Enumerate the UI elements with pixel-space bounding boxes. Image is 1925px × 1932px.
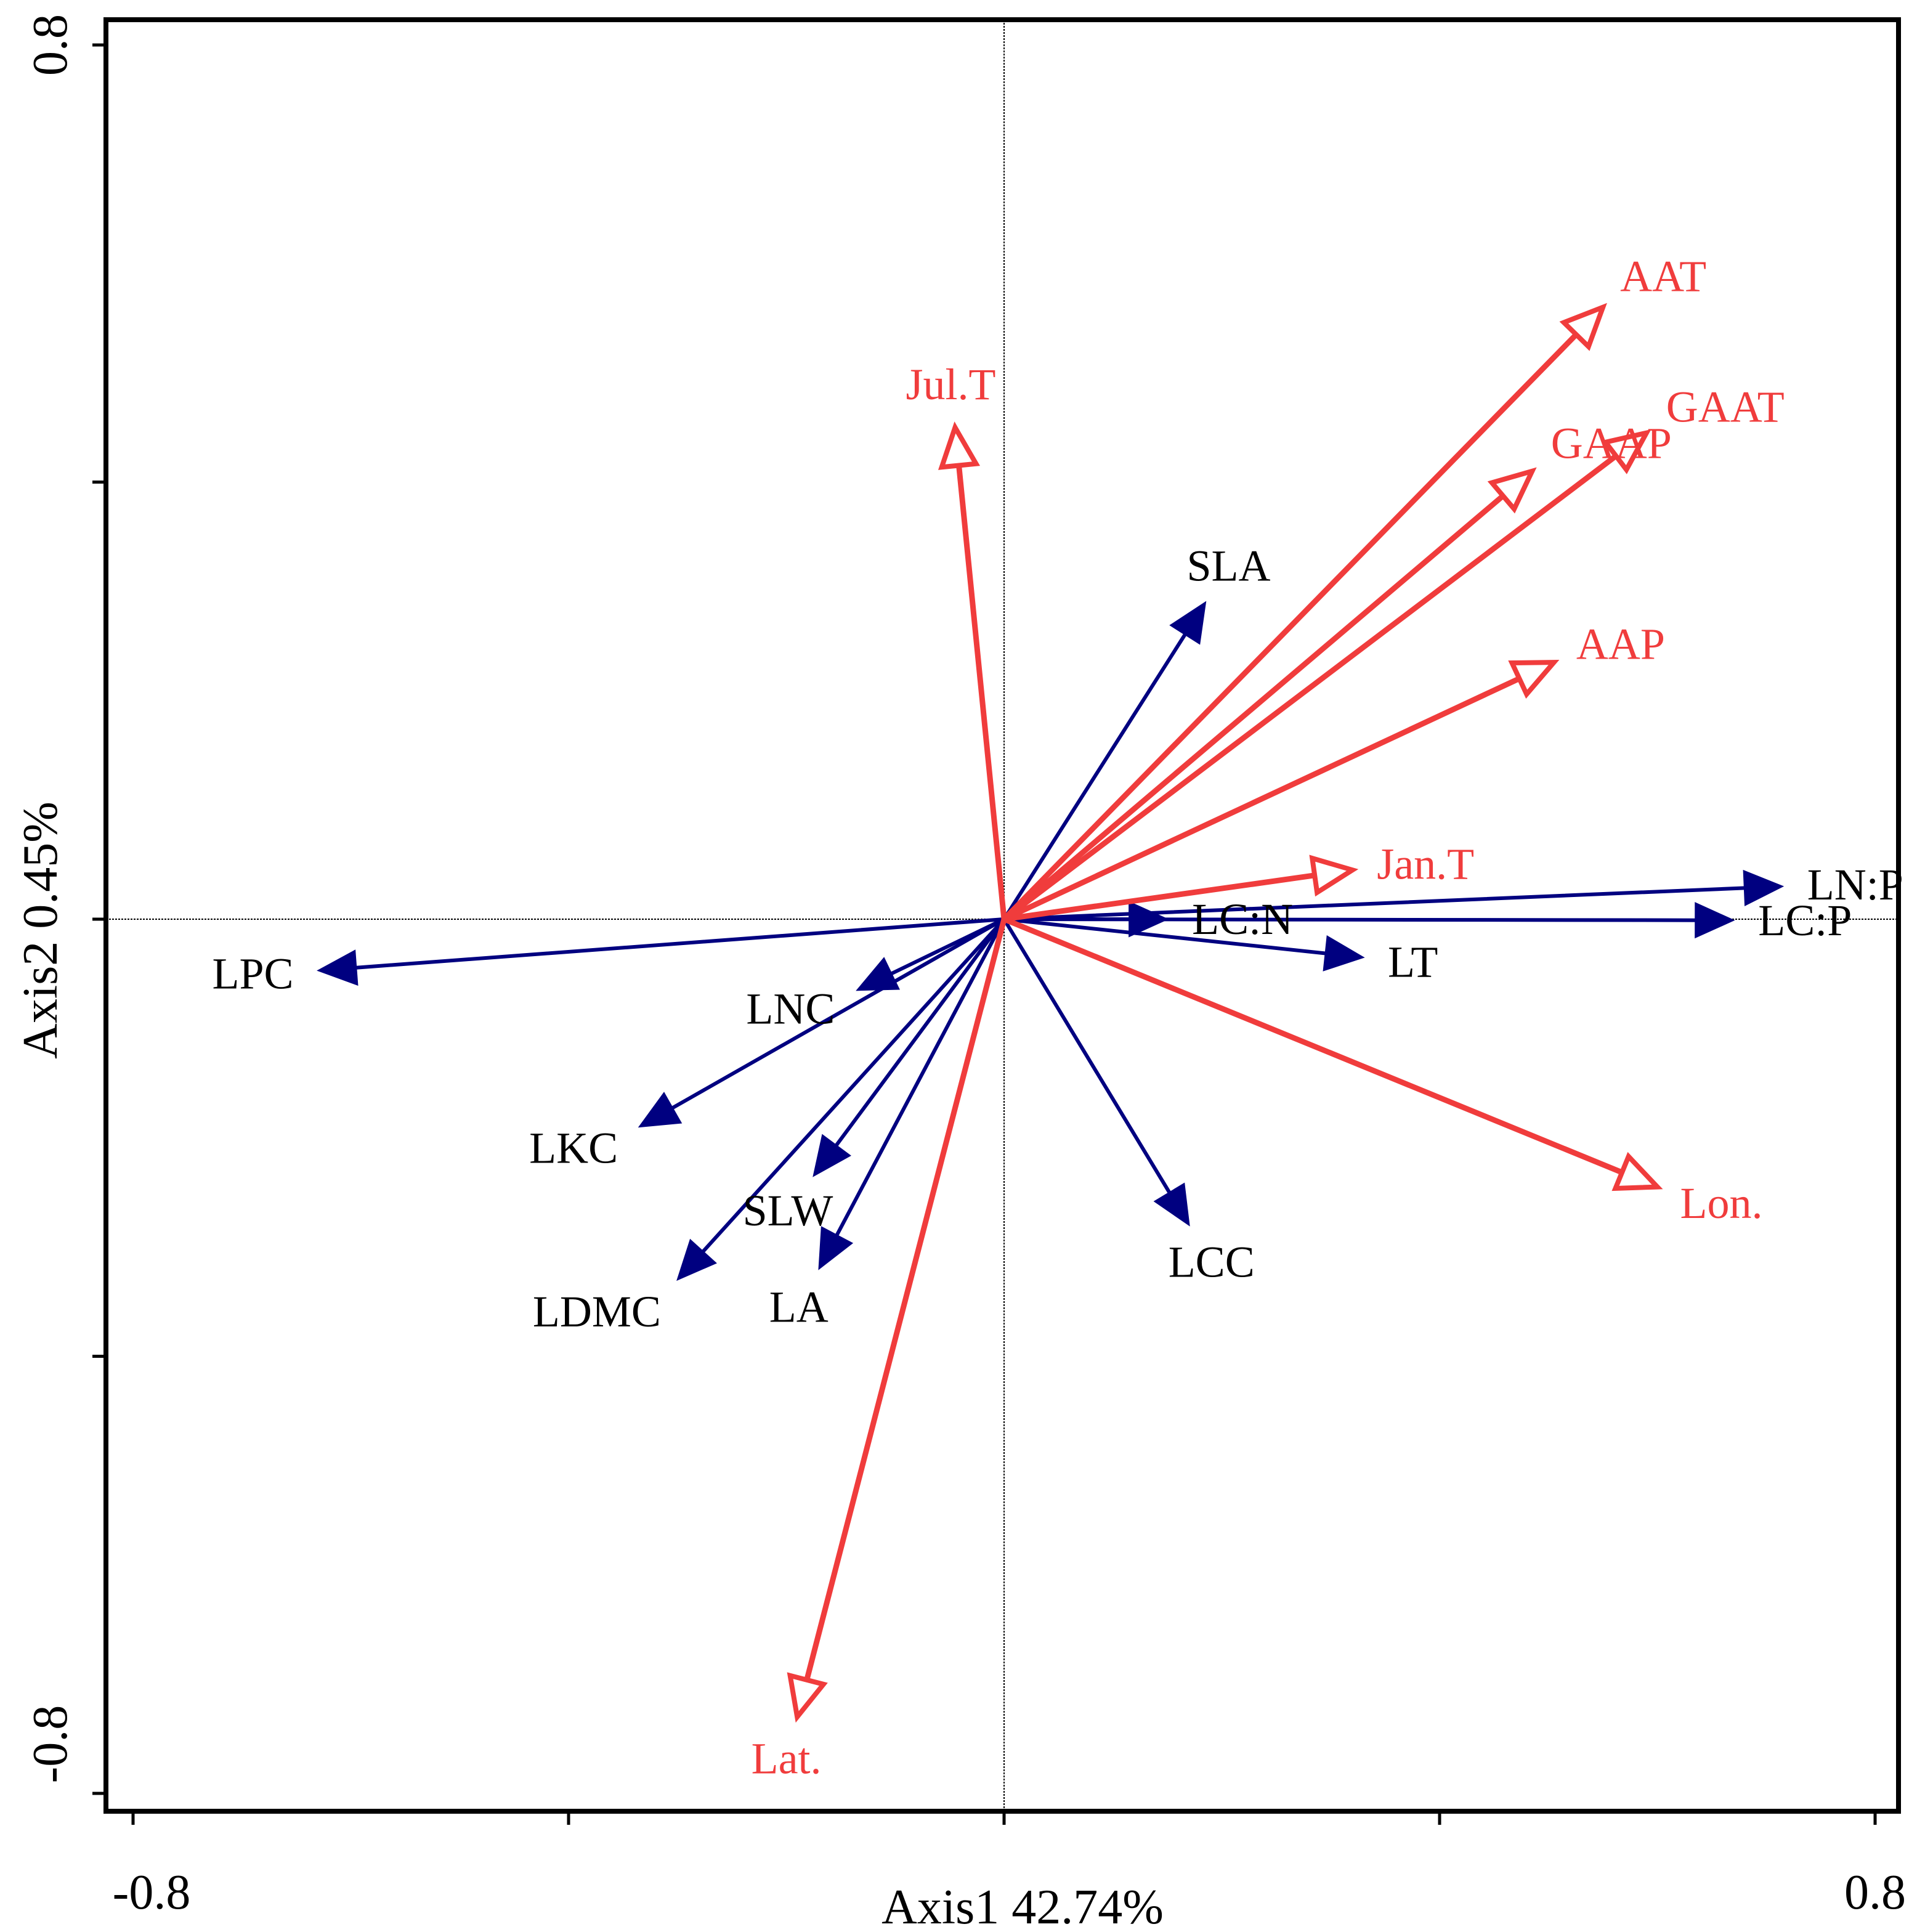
arrow-head-lat xyxy=(787,1672,828,1723)
arrow-label-lnc: LNC xyxy=(746,984,835,1034)
y-axis-title: Axis2 0.45% xyxy=(14,802,68,1059)
arrow-shaft-gaap xyxy=(1001,493,1506,922)
arrow-label-aat: AAT xyxy=(1620,252,1706,301)
arrow-shaft-lc-p xyxy=(1002,917,1704,922)
y-tick-label-max: 0.8 xyxy=(23,14,78,76)
arrow-head-gaat xyxy=(1601,429,1651,474)
arrow-label-sla: SLA xyxy=(1187,542,1271,591)
arrow-head-ldmc xyxy=(676,1238,717,1281)
arrow-label-la: LA xyxy=(769,1282,829,1331)
arrow-label-jan-t: Jan.T xyxy=(1377,839,1474,888)
arrow-label-lkc: LKC xyxy=(529,1124,618,1173)
arrow-shaft-lat xyxy=(804,916,1007,1683)
arrow-shaft-ln-p xyxy=(1002,885,1753,921)
arrow-label-gaat: GAAT xyxy=(1666,382,1785,431)
arrow-head-la xyxy=(818,1226,854,1270)
x-tick-label-max: 0.8 xyxy=(1844,1865,1906,1920)
arrow-head-lkc xyxy=(638,1092,683,1128)
arrow-label-ln-p: LN:P xyxy=(1807,860,1903,909)
arrow-head-jan-t xyxy=(1309,854,1359,897)
arrow-shaft-ldmc xyxy=(697,917,1006,1258)
arrow-head-lc-p xyxy=(1695,902,1735,939)
x-tick-label-min: -0.8 xyxy=(113,1865,191,1920)
arrow-shaft-lcc xyxy=(1002,917,1175,1200)
arrow-shaft-aat xyxy=(1001,331,1579,922)
arrow-head-lcc xyxy=(1153,1182,1190,1227)
arrow-label-jul-t: Jul.T xyxy=(906,360,996,409)
y-tick-label-min: -0.8 xyxy=(23,1705,78,1784)
arrow-label-aap: AAP xyxy=(1576,620,1665,669)
arrow-label-lon: Lon. xyxy=(1680,1179,1763,1228)
arrow-shaft-lon xyxy=(1001,916,1625,1175)
arrow-shaft-lt xyxy=(1002,917,1334,956)
arrow-label-gaap: GAAP xyxy=(1551,418,1672,468)
arrow-label-lat: Lat. xyxy=(752,1734,822,1784)
arrow-shaft-jan-t xyxy=(1001,872,1318,922)
arrow-label-lpc: LPC xyxy=(213,949,294,999)
arrow-label-slw: SLW xyxy=(743,1186,833,1235)
arrow-label-lcc: LCC xyxy=(1169,1238,1255,1287)
arrow-head-ln-p xyxy=(1743,869,1785,906)
arrow-shaft-la xyxy=(832,917,1006,1243)
x-axis-title: Axis1 42.74% xyxy=(881,1880,1164,1932)
arrow-head-aap xyxy=(1508,660,1560,699)
arrow-head-lon xyxy=(1611,1151,1663,1191)
arrow-head-lt xyxy=(1323,935,1365,972)
arrow-label-lc-n: LC:N xyxy=(1192,895,1293,944)
arrow-head-jul-t xyxy=(938,421,981,470)
arrow-head-aat xyxy=(1559,302,1607,351)
arrow-shaft-aap xyxy=(1001,675,1522,922)
arrow-label-lt: LT xyxy=(1388,937,1438,986)
arrow-shaft-sla xyxy=(1002,627,1191,921)
arrow-shaft-jul-t xyxy=(956,463,1007,922)
arrow-label-lc-p: LC:P xyxy=(1758,896,1852,945)
arrow-head-slw xyxy=(813,1134,851,1177)
plot-frame xyxy=(103,17,1901,1814)
arrow-head-lpc xyxy=(317,949,359,986)
arrow-label-ldmc: LDMC xyxy=(533,1287,661,1336)
arrow-shaft-gaat xyxy=(1001,453,1619,922)
arrow-head-sla xyxy=(1169,601,1207,645)
arrow-head-gaap xyxy=(1487,467,1537,514)
arrow-shaft-lpc xyxy=(348,917,1006,970)
arrow-shaft-lkc xyxy=(665,917,1006,1113)
arrow-shaft-slw xyxy=(830,917,1006,1153)
